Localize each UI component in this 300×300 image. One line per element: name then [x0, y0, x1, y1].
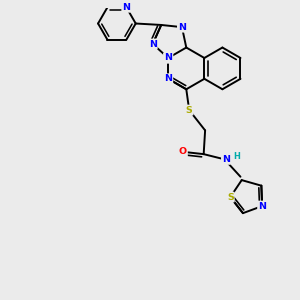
Text: N: N — [149, 40, 157, 49]
Text: S: S — [186, 106, 193, 115]
Text: N: N — [164, 53, 172, 62]
Text: N: N — [178, 22, 186, 32]
Text: N: N — [164, 53, 172, 62]
Text: N: N — [222, 155, 230, 164]
Text: N: N — [122, 3, 130, 12]
Text: S: S — [227, 193, 234, 202]
Text: N: N — [258, 202, 266, 211]
Text: H: H — [233, 152, 240, 161]
Text: N: N — [164, 74, 172, 83]
Text: O: O — [179, 147, 187, 156]
